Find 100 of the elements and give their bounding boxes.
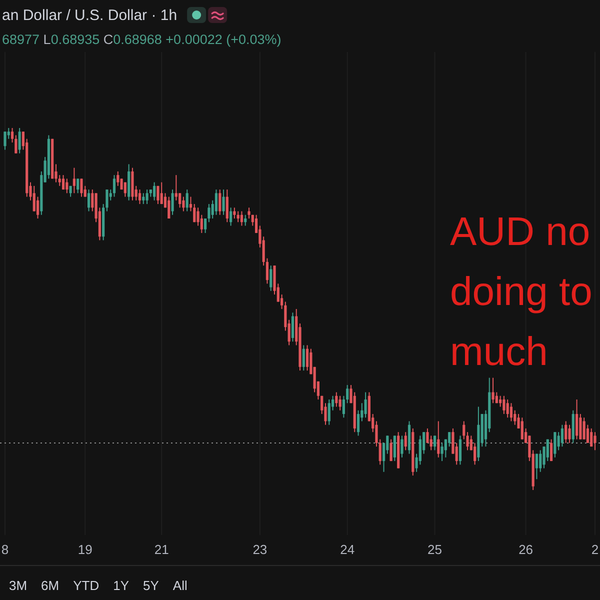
candlestick: [474, 442, 476, 466]
candlestick: [240, 210, 244, 226]
candlestick: [62, 174, 65, 190]
text: 6M: [41, 578, 60, 593]
candlestick: [4, 131, 6, 150]
candlestick: [80, 178, 83, 198]
candlestick: [66, 178, 68, 194]
x-tick-label: 24: [340, 542, 355, 557]
candlestick: [506, 399, 509, 418]
candlestick: [448, 432, 451, 448]
candlestick: [520, 417, 524, 440]
candlestick: [390, 438, 392, 462]
candlestick: [554, 432, 556, 458]
text: All: [172, 578, 188, 593]
candlestick: [433, 435, 436, 451]
candlestick: [270, 265, 272, 292]
candlestick: [499, 395, 502, 408]
chart-subtitle: 68977 L0.68935 C0.68968 +0.00022 (+0.03%): [2, 32, 282, 47]
candlestick: [236, 210, 240, 223]
candlestick: [502, 395, 506, 414]
x-tick-label: 8: [1, 542, 9, 557]
candlestick: [346, 384, 349, 404]
text: 5Y: [143, 578, 160, 593]
candlestick: [430, 435, 432, 451]
candlestick: [328, 399, 330, 426]
candlestick: [342, 395, 346, 418]
text: 3M: [9, 578, 28, 593]
candlestick: [244, 214, 247, 226]
candlestick: [182, 196, 185, 212]
candlestick: [87, 189, 90, 212]
candlestick: [124, 182, 126, 198]
candlestick: [116, 170, 120, 186]
candlestick: [564, 420, 568, 444]
annotation: AUD no doing to much: [450, 210, 592, 374]
x-tick-label: 19: [78, 542, 92, 557]
candlestick: [156, 185, 160, 205]
candlestick: [153, 182, 156, 201]
x-tick-label: 23: [252, 542, 268, 557]
candlestick: [356, 410, 360, 436]
candlestick: [222, 189, 225, 216]
candlestick: [226, 189, 228, 223]
candlestick: [233, 207, 236, 219]
chart-title: an Dollar / U.S. Dollar · 1h: [2, 7, 178, 24]
candlestick: [492, 377, 494, 404]
candlestick: [58, 174, 61, 186]
candlestick: [178, 192, 182, 208]
candlestick: [200, 214, 203, 234]
text: 1Y: [113, 578, 130, 593]
candlestick: [174, 174, 178, 201]
candlestick: [146, 189, 148, 205]
candlestick: [560, 424, 564, 448]
candlestick: [72, 167, 76, 194]
x-tick-label: 21: [154, 542, 169, 557]
x-tick-label: 25: [428, 542, 442, 557]
candlestick: [335, 392, 338, 408]
candlestick: [535, 453, 538, 480]
candlestick: [18, 128, 21, 154]
candlestick: [539, 450, 542, 472]
candlestick: [575, 399, 578, 440]
candlestick: [586, 424, 590, 444]
candlestick: [568, 424, 571, 444]
candlestick: [437, 420, 440, 458]
candlestick: [291, 312, 294, 342]
candlestick: [550, 438, 553, 462]
candlestick: [404, 432, 407, 451]
x-tick-label: 2: [591, 542, 599, 557]
candlestick: [208, 204, 210, 223]
candlestick: [36, 196, 40, 219]
candlestick: [440, 442, 444, 462]
candlestick: [168, 196, 170, 219]
candlestick: [142, 192, 145, 205]
candlestick: [400, 435, 404, 458]
candlestick: [32, 185, 36, 212]
candlestick: [458, 435, 462, 466]
candlestick: [582, 417, 586, 440]
candlestick: [160, 182, 163, 205]
candlestick: [193, 204, 196, 223]
x-tick-label: 26: [518, 542, 534, 557]
candlestick: [338, 395, 342, 411]
text: YTD: [73, 578, 100, 593]
candlestick: [186, 189, 188, 212]
candlestick: [590, 428, 593, 448]
candlestick: [204, 218, 207, 234]
candlestick: [189, 196, 192, 212]
candlestick: [364, 392, 367, 418]
candlestick: [171, 189, 174, 216]
candlestick: [248, 207, 250, 219]
candlestick: [302, 344, 305, 372]
candlestick: [138, 189, 142, 205]
candlestick: [112, 174, 116, 198]
candlestick: [76, 178, 80, 194]
candlestick: [306, 344, 309, 372]
candlestick: [594, 432, 596, 451]
candlestick: [514, 410, 516, 426]
candlestick: [230, 207, 232, 226]
candlestick: [393, 435, 396, 462]
candlestick: [418, 435, 422, 466]
candlestick: [510, 402, 513, 422]
candlestick: [546, 438, 549, 462]
candlestick: [218, 189, 222, 216]
